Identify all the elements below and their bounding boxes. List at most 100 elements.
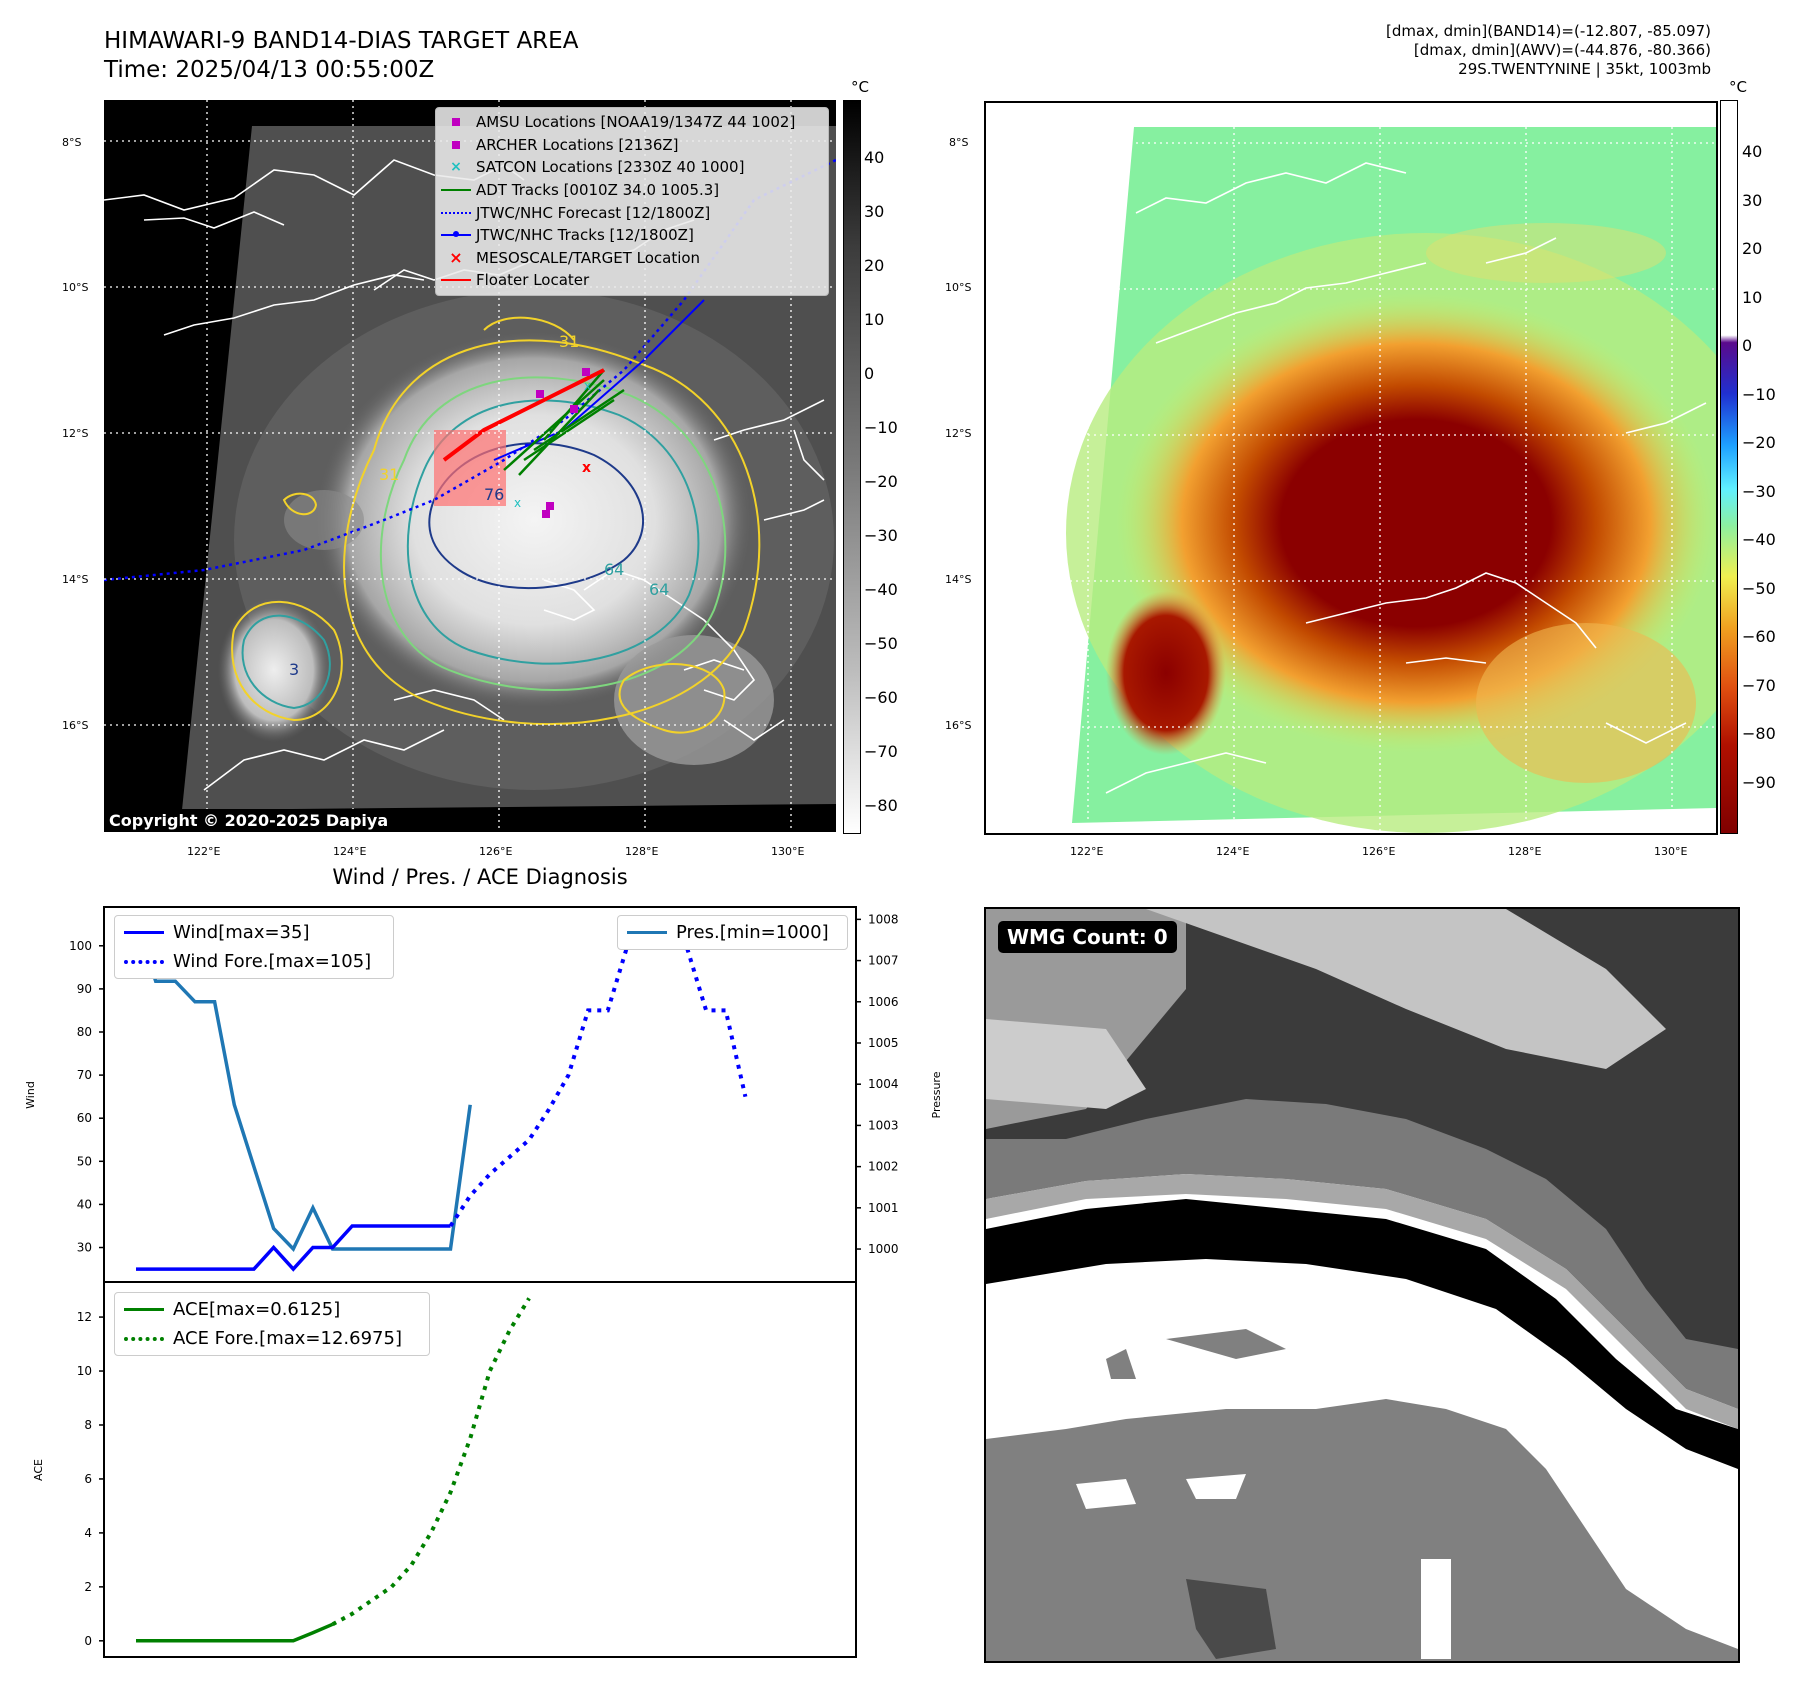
axis-tick-label: 1006 [868,995,899,1009]
axis-tick-label: 70 [77,1068,92,1082]
axis-tick-label: 90 [77,982,92,996]
axis-tick-label: 30 [77,1241,92,1255]
legend-item: ACE[max=0.6125] [115,1295,429,1324]
info-line-2: [dmax, dmin](AWV)=(-44.876, -80.366) [1413,41,1711,59]
axis-tick-label: 1000 [868,1242,899,1256]
line-icon [115,1308,173,1311]
ir-colorbar-ticks: 40 30 20 10 0 −10 −20 −30 −40 −50 −60 −7… [864,148,898,815]
square-marker-icon [436,118,476,127]
copyright-label: Copyright © 2020-2025 Dapiya [104,809,394,832]
lat-label: 12°S [945,427,972,440]
contour-label: 64 [649,580,669,599]
lon-label: 126°E [1362,845,1396,858]
lon-label: 122°E [187,845,221,858]
axis-tick-label: 40 [77,1197,92,1211]
legend-item: × MESOSCALE/TARGET Location [436,247,828,270]
legend-item: ACE Fore.[max=12.6975] [115,1324,429,1353]
awv-map-image [986,103,1716,833]
lon-label: 122°E [1070,845,1104,858]
ir-legend: AMSU Locations [NOAA19/1347Z 44 1002] AR… [435,107,829,296]
wind-forecast-series-line [448,943,748,1228]
info-line-1: [dmax, dmin](BAND14)=(-12.807, -85.097) [1386,22,1711,40]
lat-label: 16°S [62,719,89,732]
awv-map-panel [984,101,1718,835]
lat-label: 10°S [62,281,89,294]
axis-tick-label: 12 [77,1310,92,1324]
wind-ylabel: Wind [24,1081,37,1109]
ace-ylabel: ACE [32,1459,45,1481]
legend-item: Wind Fore.[max=105] [115,947,393,976]
lat-label: 10°S [945,281,972,294]
x-marker-icon: × [449,248,463,268]
wind-series-line [136,1224,451,1272]
legend-item: Floater Locater [436,269,828,292]
wmg-image [986,909,1738,1661]
axis-tick-label: 1002 [868,1160,899,1174]
ace-legend: ACE[max=0.6125] ACE Fore.[max=12.6975] [114,1292,430,1356]
title-line-1: HIMAWARI-9 BAND14-DIAS TARGET AREA [104,28,579,54]
axis-tick-label: 80 [77,1025,92,1039]
ir-map-panel: x x x 31 64 64 31 76 3 Copyright © 2020-… [104,100,836,832]
axis-tick-label: 0 [84,1634,92,1648]
ace-series-line [136,1622,334,1643]
axis-tick-label: 2 [84,1580,92,1594]
axis-tick-label: 1004 [868,1077,899,1091]
lat-label: 16°S [945,719,972,732]
diag-title: Wind / Pres. / ACE Diagnosis [332,865,628,889]
axis-tick-label: 1008 [868,912,899,926]
axis-tick-label: 1003 [868,1118,899,1132]
lat-label: 12°S [62,427,89,440]
axis-tick-label: 6 [84,1472,92,1486]
line-icon [436,279,476,282]
line-icon [618,931,676,934]
lat-label: 14°S [62,573,89,586]
lon-label: 126°E [479,845,513,858]
axis-tick-label: 4 [84,1526,92,1540]
storm-info: [dmax, dmin](BAND14)=(-12.807, -85.097) … [1386,22,1711,79]
dotted-line-icon [115,1336,173,1341]
axis-tick-label: 50 [77,1154,92,1168]
x-marker-icon: × [450,159,462,176]
lon-label: 128°E [1508,845,1542,858]
legend-item: JTWC/NHC Forecast [12/1800Z] [436,201,828,224]
figure-title: HIMAWARI-9 BAND14-DIAS TARGET AREA Time:… [104,27,578,85]
info-line-3: 29S.TWENTYNINE | 35kt, 1003mb [1458,60,1711,78]
axis-tick-label: 1007 [868,954,899,968]
axis-tick-label: 10 [77,1364,92,1378]
legend-item: ADT Tracks [0010Z 34.0 1005.3] [436,179,828,202]
legend-item: ARCHER Locations [2136Z] [436,134,828,157]
lon-label: 128°E [625,845,659,858]
line-icon [115,931,173,934]
dotted-line-icon [115,959,173,964]
svg-text:x: x [582,460,591,476]
axis-tick-label: 1005 [868,1036,899,1050]
legend-item: Wind[max=35] [115,918,393,947]
square-marker-icon [436,140,476,149]
awv-colorbar-unit: °C [1729,78,1747,96]
lat-label: 8°S [949,136,969,149]
contour-label: 31 [379,465,399,484]
legend-item: JTWC/NHC Tracks [12/1800Z] [436,224,828,247]
line-dot-icon [436,231,476,238]
legend-item: × SATCON Locations [2330Z 40 1000] [436,156,828,179]
awv-colorbar-ticks: 40 30 20 10 0 −10 −20 −30 −40 −50 −60 −7… [1742,142,1776,792]
contour-label: 3 [289,660,299,679]
lon-label: 130°E [1654,845,1688,858]
lon-label: 124°E [333,845,367,858]
ir-map-image: x x x 31 64 64 31 76 3 [104,100,836,832]
svg-text:x: x [584,379,591,393]
pressure-legend: Pres.[min=1000] [617,915,848,950]
lon-label: 130°E [771,845,805,858]
ace-axes-frame [103,1281,857,1658]
axis-tick-label: 100 [69,939,92,953]
ir-colorbar-unit: °C [851,78,869,96]
title-line-2: Time: 2025/04/13 00:55:00Z [104,57,435,83]
wmg-panel: WMG Count: 0 [984,907,1740,1663]
contour-label: 31 [559,332,579,351]
pressure-ylabel: Pressure [930,1071,943,1118]
pressure-series-line [134,918,472,1253]
wind-legend: Wind[max=35] Wind Fore.[max=105] [114,915,394,979]
legend-item: Pres.[min=1000] [618,918,847,947]
axis-tick-label: 8 [84,1418,92,1432]
